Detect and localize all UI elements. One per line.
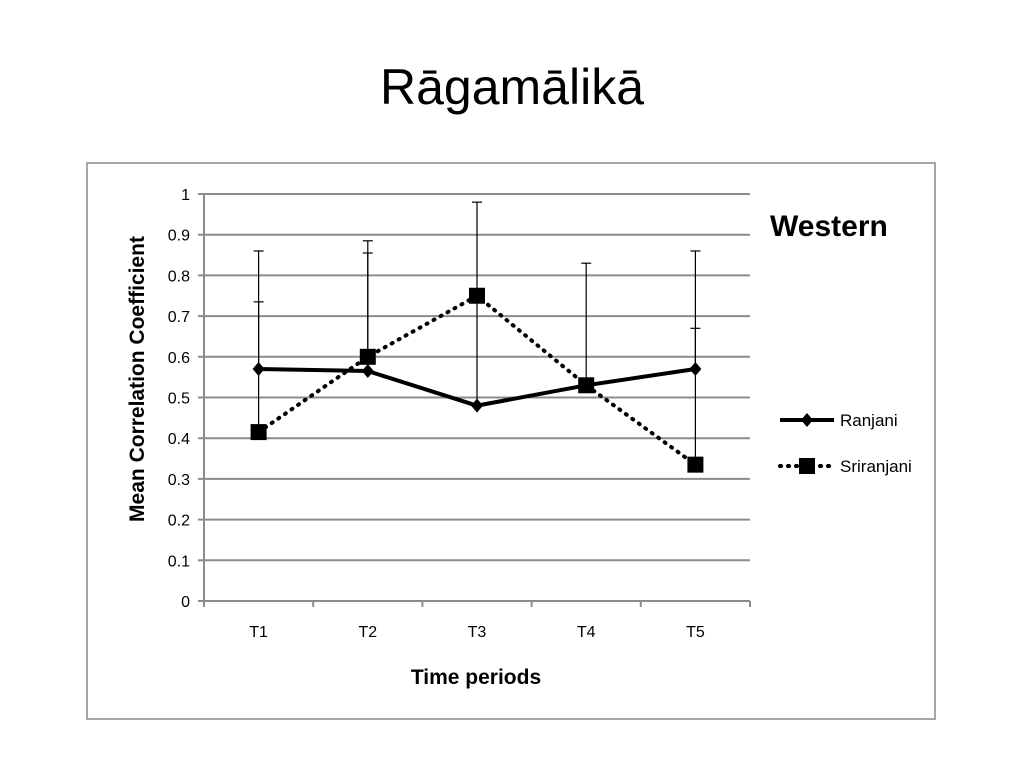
y-tick-label: 0.4 bbox=[168, 431, 190, 448]
x-tick-label: T2 bbox=[358, 624, 377, 641]
y-tick-label: 0.3 bbox=[168, 472, 190, 489]
y-tick-label: 0.7 bbox=[168, 309, 190, 326]
data-point-diamond bbox=[471, 398, 483, 413]
data-point-square bbox=[687, 456, 704, 473]
data-point-diamond bbox=[801, 413, 813, 427]
legend: Ranjani Sriranjani bbox=[778, 411, 912, 476]
y-tick-label: 0 bbox=[181, 594, 190, 611]
x-axis-title: Time periods bbox=[411, 666, 541, 689]
y-tick-label: 0.6 bbox=[168, 350, 190, 367]
x-tick-label: T5 bbox=[686, 624, 705, 641]
chart-frame: 0 0.1 0.2 0.3 0.4 0.5 0.6 0.7 0.8 0.9 1 T1 T2 T3 T4 T5 … bbox=[86, 162, 936, 720]
y-tick-label: 0.2 bbox=[168, 513, 190, 530]
error-bars bbox=[253, 201, 701, 465]
slide-title: Rāgamālikā bbox=[379, 59, 644, 115]
data-point-square bbox=[799, 458, 815, 474]
y-tick-label: 1 bbox=[181, 187, 190, 204]
data-point-square bbox=[250, 424, 267, 441]
axes bbox=[198, 193, 751, 607]
x-tick-label: T1 bbox=[249, 624, 268, 641]
y-tick-label: 0.1 bbox=[168, 553, 190, 570]
tick-labels: 0 0.1 0.2 0.3 0.4 0.5 0.6 0.7 0.8 0.9 1 T1 T2 T3 T4 T5 bbox=[168, 187, 705, 641]
series-layer bbox=[250, 287, 704, 473]
x-tick-label: T4 bbox=[577, 624, 596, 641]
legend-label: Ranjani bbox=[840, 411, 898, 430]
y-tick-label: 0.9 bbox=[168, 228, 190, 245]
data-point-diamond bbox=[361, 364, 374, 379]
y-tick-label: 0.5 bbox=[168, 391, 190, 408]
data-point-diamond bbox=[252, 362, 265, 377]
data-point-square bbox=[359, 348, 376, 365]
panel-label: Western bbox=[770, 210, 888, 243]
data-point-square bbox=[469, 287, 485, 304]
data-point-diamond bbox=[689, 362, 702, 377]
data-point-diamond bbox=[580, 378, 593, 393]
x-tick-label: T3 bbox=[468, 624, 487, 641]
y-tick-label: 0.8 bbox=[168, 268, 190, 285]
y-axis-title: Mean Correlation Coefficient bbox=[126, 236, 149, 522]
legend-label: Sriranjani bbox=[840, 457, 912, 476]
